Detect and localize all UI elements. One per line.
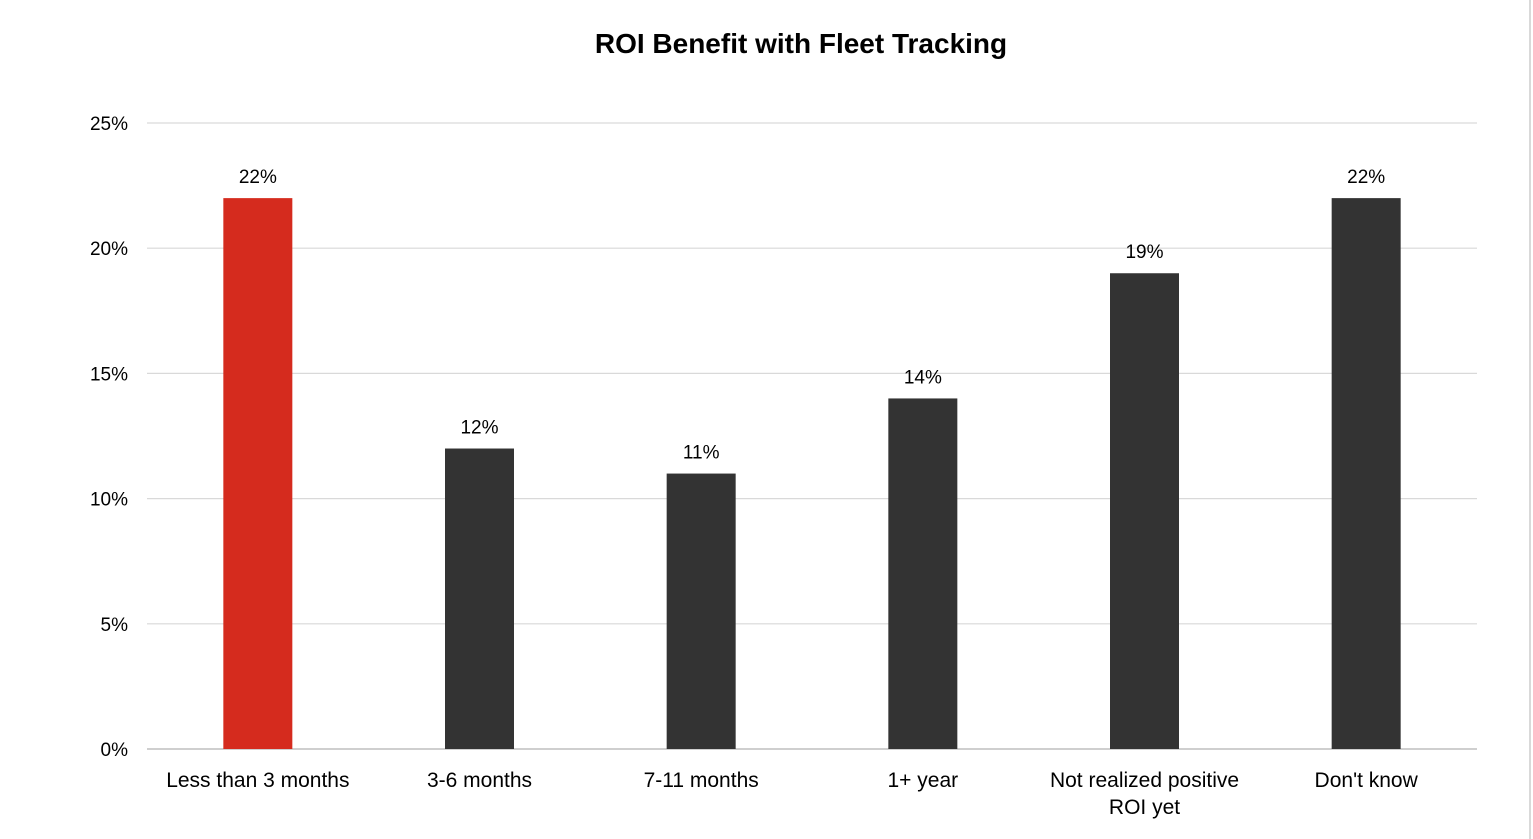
bar bbox=[445, 448, 514, 749]
bar bbox=[223, 198, 293, 749]
x-tick-label: 3-6 months bbox=[427, 769, 532, 792]
chart-title: ROI Benefit with Fleet Tracking bbox=[595, 28, 1007, 59]
data-labels: 22% 12% 11% 14% 19% 22% bbox=[239, 167, 1385, 463]
x-axis-category-labels: Less than 3 months 3-6 months 7-11 months 1… bbox=[166, 769, 1418, 819]
bar bbox=[1331, 198, 1401, 749]
y-tick-label: 0% bbox=[101, 740, 129, 761]
data-label: 12% bbox=[460, 418, 498, 439]
gridlines bbox=[147, 122, 1477, 750]
x-tick-label: Don't know bbox=[1315, 769, 1419, 792]
x-tick-label: 1+ year bbox=[888, 769, 959, 792]
data-label: 19% bbox=[1125, 242, 1163, 263]
x-tick-label: 7-11 months bbox=[644, 769, 759, 792]
y-axis-tick-labels: 0% 5% 10% 15% 20% 25% bbox=[90, 114, 128, 761]
y-tick-label: 15% bbox=[90, 364, 128, 385]
y-tick-label: 25% bbox=[90, 114, 128, 135]
data-label: 22% bbox=[1347, 167, 1385, 188]
data-label: 11% bbox=[683, 443, 720, 464]
bar bbox=[1110, 273, 1179, 749]
x-tick-label: ROI yet bbox=[1109, 796, 1180, 819]
bar bbox=[666, 473, 736, 749]
chart-frame-right-edge bbox=[1529, 0, 1531, 839]
data-label: 14% bbox=[904, 367, 942, 388]
data-label: 22% bbox=[239, 167, 277, 188]
y-tick-label: 5% bbox=[101, 615, 129, 636]
y-tick-label: 10% bbox=[90, 490, 128, 511]
bars bbox=[223, 198, 1401, 749]
y-tick-label: 20% bbox=[90, 239, 128, 260]
x-tick-label: Less than 3 months bbox=[166, 769, 349, 792]
x-tick-label: Not realized positive bbox=[1050, 769, 1239, 792]
bar bbox=[888, 398, 958, 749]
